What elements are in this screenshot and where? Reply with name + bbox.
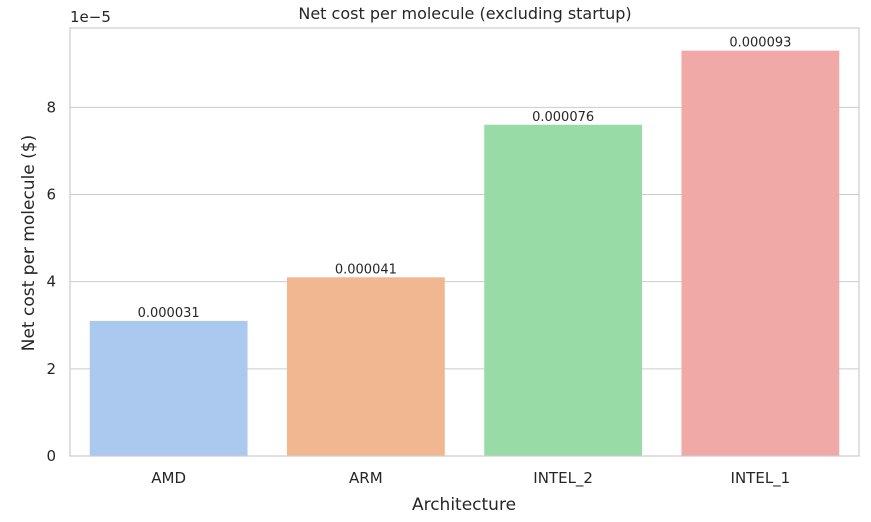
y-tick-label: 4 bbox=[46, 273, 56, 291]
chart-title: Net cost per molecule (excluding startup… bbox=[298, 4, 631, 23]
bar-value-label: 0.000041 bbox=[335, 262, 397, 277]
bars bbox=[89, 50, 840, 457]
y-tick-label: 8 bbox=[46, 98, 56, 116]
plot-frame bbox=[69, 27, 860, 457]
x-axis-title: Architecture bbox=[412, 495, 516, 515]
y-offset-text: 1e−5 bbox=[70, 8, 111, 26]
bar bbox=[89, 320, 248, 456]
bar-labels: 0.000031 0.000041 0.000076 0.000093 bbox=[138, 36, 792, 321]
x-tick-label: ARM bbox=[349, 469, 383, 487]
bar-value-label: 0.000093 bbox=[729, 36, 791, 51]
x-tick-label: INTEL_1 bbox=[731, 469, 791, 488]
x-tick-label: INTEL_2 bbox=[533, 469, 593, 488]
y-tick-label: 0 bbox=[46, 447, 56, 465]
y-tick-label: 2 bbox=[46, 360, 56, 378]
x-tick-label: AMD bbox=[151, 469, 186, 487]
y-tick-label: 6 bbox=[46, 185, 56, 203]
x-tick-labels: AMD ARM INTEL_2 INTEL_1 bbox=[151, 469, 790, 488]
bar bbox=[681, 50, 840, 457]
y-axis-title: Net cost per molecule ($) bbox=[19, 135, 39, 352]
bar bbox=[286, 277, 445, 456]
bar-value-label: 0.000031 bbox=[138, 306, 200, 321]
y-tick-labels: 0 2 4 6 8 bbox=[46, 98, 56, 465]
bar-value-label: 0.000076 bbox=[532, 110, 594, 125]
bar bbox=[484, 124, 643, 457]
